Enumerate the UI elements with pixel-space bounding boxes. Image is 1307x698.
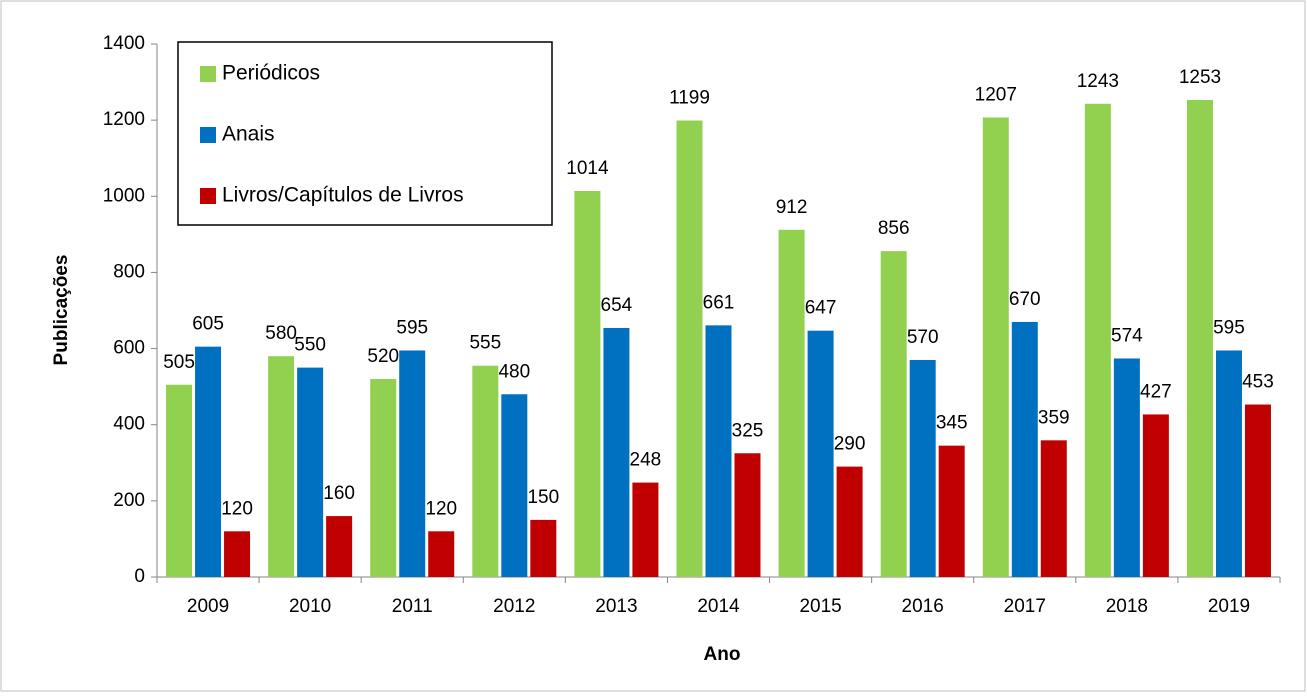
bar: [982, 117, 1009, 578]
data-label: 359: [1038, 407, 1070, 428]
data-label: 1253: [1179, 67, 1221, 88]
x-tick-label: 2019: [1208, 596, 1250, 617]
bar: [268, 356, 295, 577]
y-tick-label: 1000: [103, 185, 145, 206]
bar: [705, 325, 732, 577]
x-axis-label: Ano: [704, 644, 741, 665]
x-tick-label: 2011: [392, 596, 433, 617]
x-tick-label: 2017: [1004, 596, 1046, 617]
data-label: 1207: [975, 84, 1017, 105]
bar: [1142, 414, 1169, 577]
data-label: 505: [163, 352, 195, 373]
data-label: 1243: [1077, 71, 1119, 92]
x-tick-label: 2010: [289, 596, 331, 617]
bar: [603, 328, 630, 577]
y-tick-label: 1400: [103, 33, 145, 54]
legend-swatch: [200, 66, 216, 82]
bar: [807, 330, 834, 577]
bar: [166, 384, 193, 577]
legend-box: [177, 41, 553, 226]
y-tick-label: 200: [113, 490, 145, 511]
legend-label: Periódicos: [222, 62, 320, 85]
data-label: 248: [630, 450, 662, 471]
data-label: 345: [936, 413, 968, 434]
x-tick-label: 2018: [1106, 596, 1148, 617]
bar: [880, 251, 907, 577]
bar: [472, 365, 499, 577]
bar: [1011, 321, 1038, 577]
bar: [778, 229, 805, 577]
data-label: 647: [805, 298, 837, 319]
data-label: 670: [1009, 289, 1041, 310]
data-label: 595: [396, 317, 428, 338]
bar: [326, 516, 353, 577]
data-label: 1199: [669, 88, 710, 109]
y-tick-label: 800: [113, 261, 145, 282]
data-label: 120: [221, 498, 253, 519]
y-tick-label: 400: [113, 414, 145, 435]
x-tick-label: 2014: [697, 596, 740, 617]
bar: [399, 350, 426, 577]
data-label: 595: [1213, 317, 1245, 338]
data-label: 290: [834, 434, 866, 455]
bar: [370, 379, 397, 577]
data-label: 1014: [566, 158, 609, 179]
x-tick-label: 2015: [799, 596, 841, 617]
data-label: 912: [776, 197, 808, 218]
data-label: 427: [1140, 381, 1172, 402]
x-tick-label: 2016: [902, 596, 944, 617]
legend-swatch: [200, 127, 216, 143]
data-label: 150: [527, 487, 559, 508]
bar: [1040, 440, 1067, 577]
data-label: 520: [367, 346, 399, 367]
x-tick-label: 2012: [493, 596, 535, 617]
bar: [909, 359, 936, 577]
data-label: 605: [192, 314, 224, 335]
legend-label: Anais: [222, 123, 275, 146]
data-label: 856: [878, 218, 910, 239]
bar: [1084, 103, 1111, 577]
data-label: 120: [425, 498, 457, 519]
data-label: 550: [294, 335, 326, 356]
data-label: 160: [323, 483, 355, 504]
data-label: 570: [907, 327, 939, 348]
bar: [836, 466, 863, 577]
legend-label: Livros/Capítulos de Livros: [222, 184, 464, 207]
bar: [1113, 358, 1140, 577]
bar: [195, 346, 222, 577]
bar: [1244, 404, 1271, 577]
data-label: 580: [265, 323, 297, 344]
y-tick-label: 600: [113, 338, 145, 359]
data-label: 480: [498, 361, 530, 382]
legend-swatch: [200, 188, 216, 204]
bar: [632, 482, 659, 577]
bar: [1186, 99, 1213, 577]
bar: [530, 519, 557, 577]
data-label: 654: [601, 295, 633, 316]
y-tick-label: 1200: [103, 109, 145, 130]
bar: [734, 453, 761, 577]
bar: [676, 120, 703, 578]
data-label: 325: [732, 420, 764, 441]
bar: [428, 531, 455, 577]
bar: [297, 367, 324, 577]
bar: [501, 394, 528, 577]
x-tick-label: 2009: [187, 596, 229, 617]
y-tick-label: 0: [134, 566, 145, 587]
data-label: 574: [1111, 325, 1143, 346]
bar: [938, 445, 965, 577]
bar: [224, 531, 251, 577]
data-label: 555: [469, 333, 501, 354]
y-axis-label: Publicações: [51, 255, 72, 366]
x-tick-label: 2013: [595, 596, 637, 617]
bar: [574, 190, 601, 577]
data-label: 661: [703, 292, 735, 313]
data-label: 453: [1242, 372, 1274, 393]
bar: [1215, 350, 1242, 577]
